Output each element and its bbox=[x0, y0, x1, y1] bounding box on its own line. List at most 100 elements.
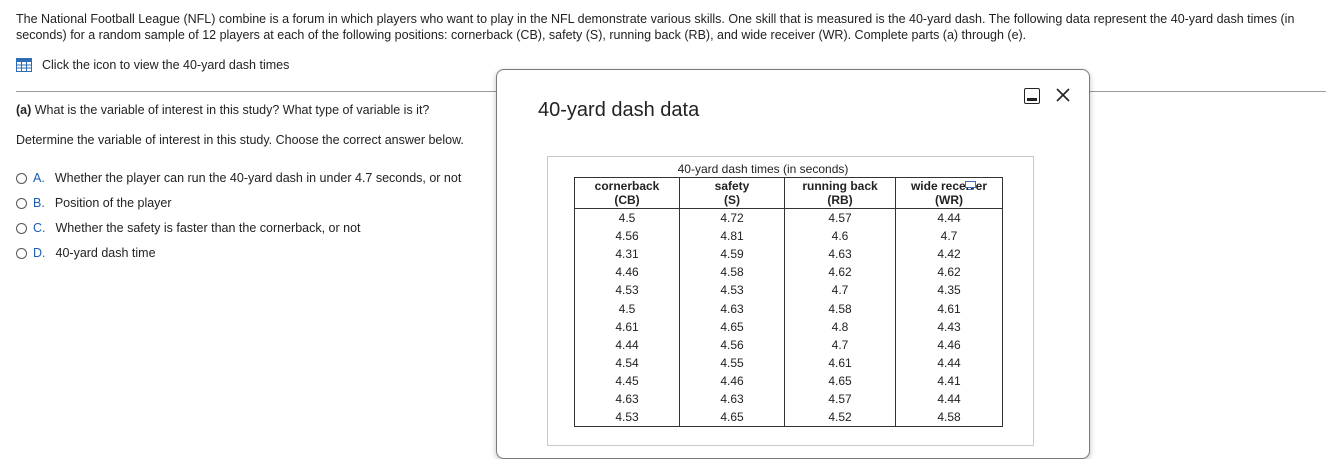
table-cell: 4.7 bbox=[895, 227, 1003, 246]
table-cell: 4.57 bbox=[784, 208, 896, 228]
table-cell: 4.53 bbox=[679, 281, 785, 300]
table-row: 4.61 4.65 4.8 4.43 bbox=[574, 317, 1003, 336]
option-text: 40-yard dash time bbox=[55, 246, 156, 260]
header-wide-receiver: wide receiver (WR) bbox=[895, 177, 1003, 209]
table-cell: 4.54 bbox=[574, 353, 680, 372]
part-a-label: (a) bbox=[16, 103, 32, 117]
header-line2: (CB) bbox=[614, 193, 640, 207]
option-text: Whether the safety is faster than the co… bbox=[55, 221, 361, 235]
table-cell: 4.72 bbox=[679, 208, 785, 228]
table-cell: 4.53 bbox=[574, 281, 680, 300]
table-cell: 4.44 bbox=[895, 353, 1003, 372]
table-row: 4.44 4.56 4.7 4.46 bbox=[574, 335, 1003, 354]
table-cell: 4.57 bbox=[784, 389, 896, 409]
radio-button-c[interactable] bbox=[16, 222, 27, 234]
table-cell: 4.55 bbox=[679, 353, 785, 372]
table-cell: 4.81 bbox=[679, 227, 785, 246]
dialog-title: 40-yard dash data bbox=[538, 99, 700, 121]
table-cell: 4.42 bbox=[895, 245, 1003, 264]
option-text: Whether the player can run the 40-yard d… bbox=[54, 171, 462, 185]
table-cell: 4.61 bbox=[895, 299, 1003, 318]
table-cell: 4.59 bbox=[679, 245, 785, 264]
table-cell: 4.58 bbox=[784, 299, 896, 318]
table-cell: 4.46 bbox=[679, 371, 785, 390]
radio-button-b[interactable] bbox=[16, 197, 27, 209]
header-line1: cornerback bbox=[594, 179, 660, 193]
table-cell: 4.65 bbox=[784, 371, 896, 390]
table-cell: 4.63 bbox=[574, 389, 680, 409]
table-row: 4.53 4.53 4.7 4.35 bbox=[574, 281, 1003, 300]
header-cornerback: cornerback (CB) bbox=[574, 177, 680, 209]
table-cell: 4.35 bbox=[895, 281, 1003, 300]
table-row: 4.56 4.81 4.6 4.7 bbox=[574, 227, 1003, 246]
option-letter: C. bbox=[33, 221, 46, 235]
table-cell: 4.8 bbox=[784, 317, 896, 336]
table-row: 4.5 4.63 4.58 4.61 bbox=[574, 299, 1003, 318]
option-c[interactable]: C. Whether the safety is faster than the… bbox=[16, 221, 361, 235]
table-cell: 4.46 bbox=[574, 263, 680, 282]
table-cell: 4.61 bbox=[784, 353, 896, 372]
header-line1: safety bbox=[714, 179, 750, 193]
table-row: 4.45 4.46 4.65 4.41 bbox=[574, 371, 1003, 390]
table-cell: 4.41 bbox=[895, 371, 1003, 390]
radio-button-d[interactable] bbox=[16, 247, 27, 259]
table-icon[interactable] bbox=[16, 58, 32, 72]
table-cell: 4.65 bbox=[679, 317, 785, 336]
table-cell: 4.58 bbox=[679, 263, 785, 282]
table-row: 4.31 4.59 4.63 4.42 bbox=[574, 245, 1003, 264]
table-cell: 4.7 bbox=[784, 281, 896, 300]
table-header-row: cornerback (CB) safety (S) running back (RB… bbox=[574, 177, 1003, 209]
option-a[interactable]: A. Whether the player can run the 40-yar… bbox=[16, 171, 461, 185]
table-body: 4.5 4.72 4.57 4.44 4.56 4.81 4.6 4.7 4.31 4.59 4.6… bbox=[574, 208, 1003, 428]
table-cell: 4.63 bbox=[679, 389, 785, 409]
table-row: 4.63 4.63 4.57 4.44 bbox=[574, 389, 1003, 409]
table-cell: 4.7 bbox=[784, 335, 896, 354]
table-cell: 4.5 bbox=[574, 208, 680, 228]
table-cell: 4.65 bbox=[679, 408, 785, 428]
minimize-button[interactable] bbox=[1024, 88, 1040, 104]
option-text: Position of the player bbox=[54, 196, 172, 210]
radio-button-a[interactable] bbox=[16, 172, 27, 184]
close-icon[interactable] bbox=[1054, 86, 1072, 104]
table-cell: 4.46 bbox=[895, 335, 1003, 354]
table-row: 4.5 4.72 4.57 4.44 bbox=[574, 208, 1003, 228]
table-cell: 4.5 bbox=[574, 299, 680, 318]
table-cell: 4.44 bbox=[574, 335, 680, 354]
table-cell: 4.62 bbox=[895, 263, 1003, 282]
table-cell: 4.6 bbox=[784, 227, 896, 246]
table-cell: 4.58 bbox=[895, 408, 1003, 428]
option-letter: B. bbox=[33, 196, 45, 210]
view-data-link[interactable]: Click the icon to view the 40-yard dash … bbox=[16, 58, 289, 72]
header-running-back: running back (RB) bbox=[784, 177, 896, 209]
table-cell: 4.31 bbox=[574, 245, 680, 264]
table-caption: 40-yard dash times (in seconds) bbox=[677, 162, 849, 176]
table-cell: 4.63 bbox=[784, 245, 896, 264]
table-cell: 4.53 bbox=[574, 408, 680, 428]
data-dialog: 40-yard dash data 40-yard dash times (in… bbox=[496, 69, 1090, 459]
data-table: cornerback (CB) safety (S) running back (RB… bbox=[574, 177, 1003, 428]
header-safety: safety (S) bbox=[679, 177, 785, 209]
table-cell: 4.44 bbox=[895, 389, 1003, 409]
table-cell: 4.63 bbox=[679, 299, 785, 318]
table-row: 4.46 4.58 4.62 4.62 bbox=[574, 263, 1003, 282]
header-line2: (WR) bbox=[935, 193, 963, 207]
table-row: 4.54 4.55 4.61 4.44 bbox=[574, 353, 1003, 372]
part-a-question-text: What is the variable of interest in this… bbox=[31, 103, 430, 117]
view-data-link-label[interactable]: Click the icon to view the 40-yard dash … bbox=[42, 58, 290, 72]
copy-icon[interactable] bbox=[965, 181, 976, 190]
header-line2: (S) bbox=[724, 193, 740, 207]
part-a-question: (a) What is the variable of interest in … bbox=[16, 103, 429, 117]
data-table-container: 40-yard dash times (in seconds) cornerba… bbox=[547, 156, 1034, 446]
table-row: 4.53 4.65 4.52 4.58 bbox=[574, 408, 1003, 428]
header-line1: running back bbox=[802, 179, 878, 193]
table-cell: 4.56 bbox=[574, 227, 680, 246]
table-cell: 4.56 bbox=[679, 335, 785, 354]
table-cell: 4.61 bbox=[574, 317, 680, 336]
option-b[interactable]: B. Position of the player bbox=[16, 196, 172, 210]
option-letter: D. bbox=[33, 246, 46, 260]
header-line2: (RB) bbox=[827, 193, 853, 207]
option-letter: A. bbox=[33, 171, 45, 185]
table-cell: 4.43 bbox=[895, 317, 1003, 336]
table-cell: 4.62 bbox=[784, 263, 896, 282]
option-d[interactable]: D. 40-yard dash time bbox=[16, 246, 156, 260]
